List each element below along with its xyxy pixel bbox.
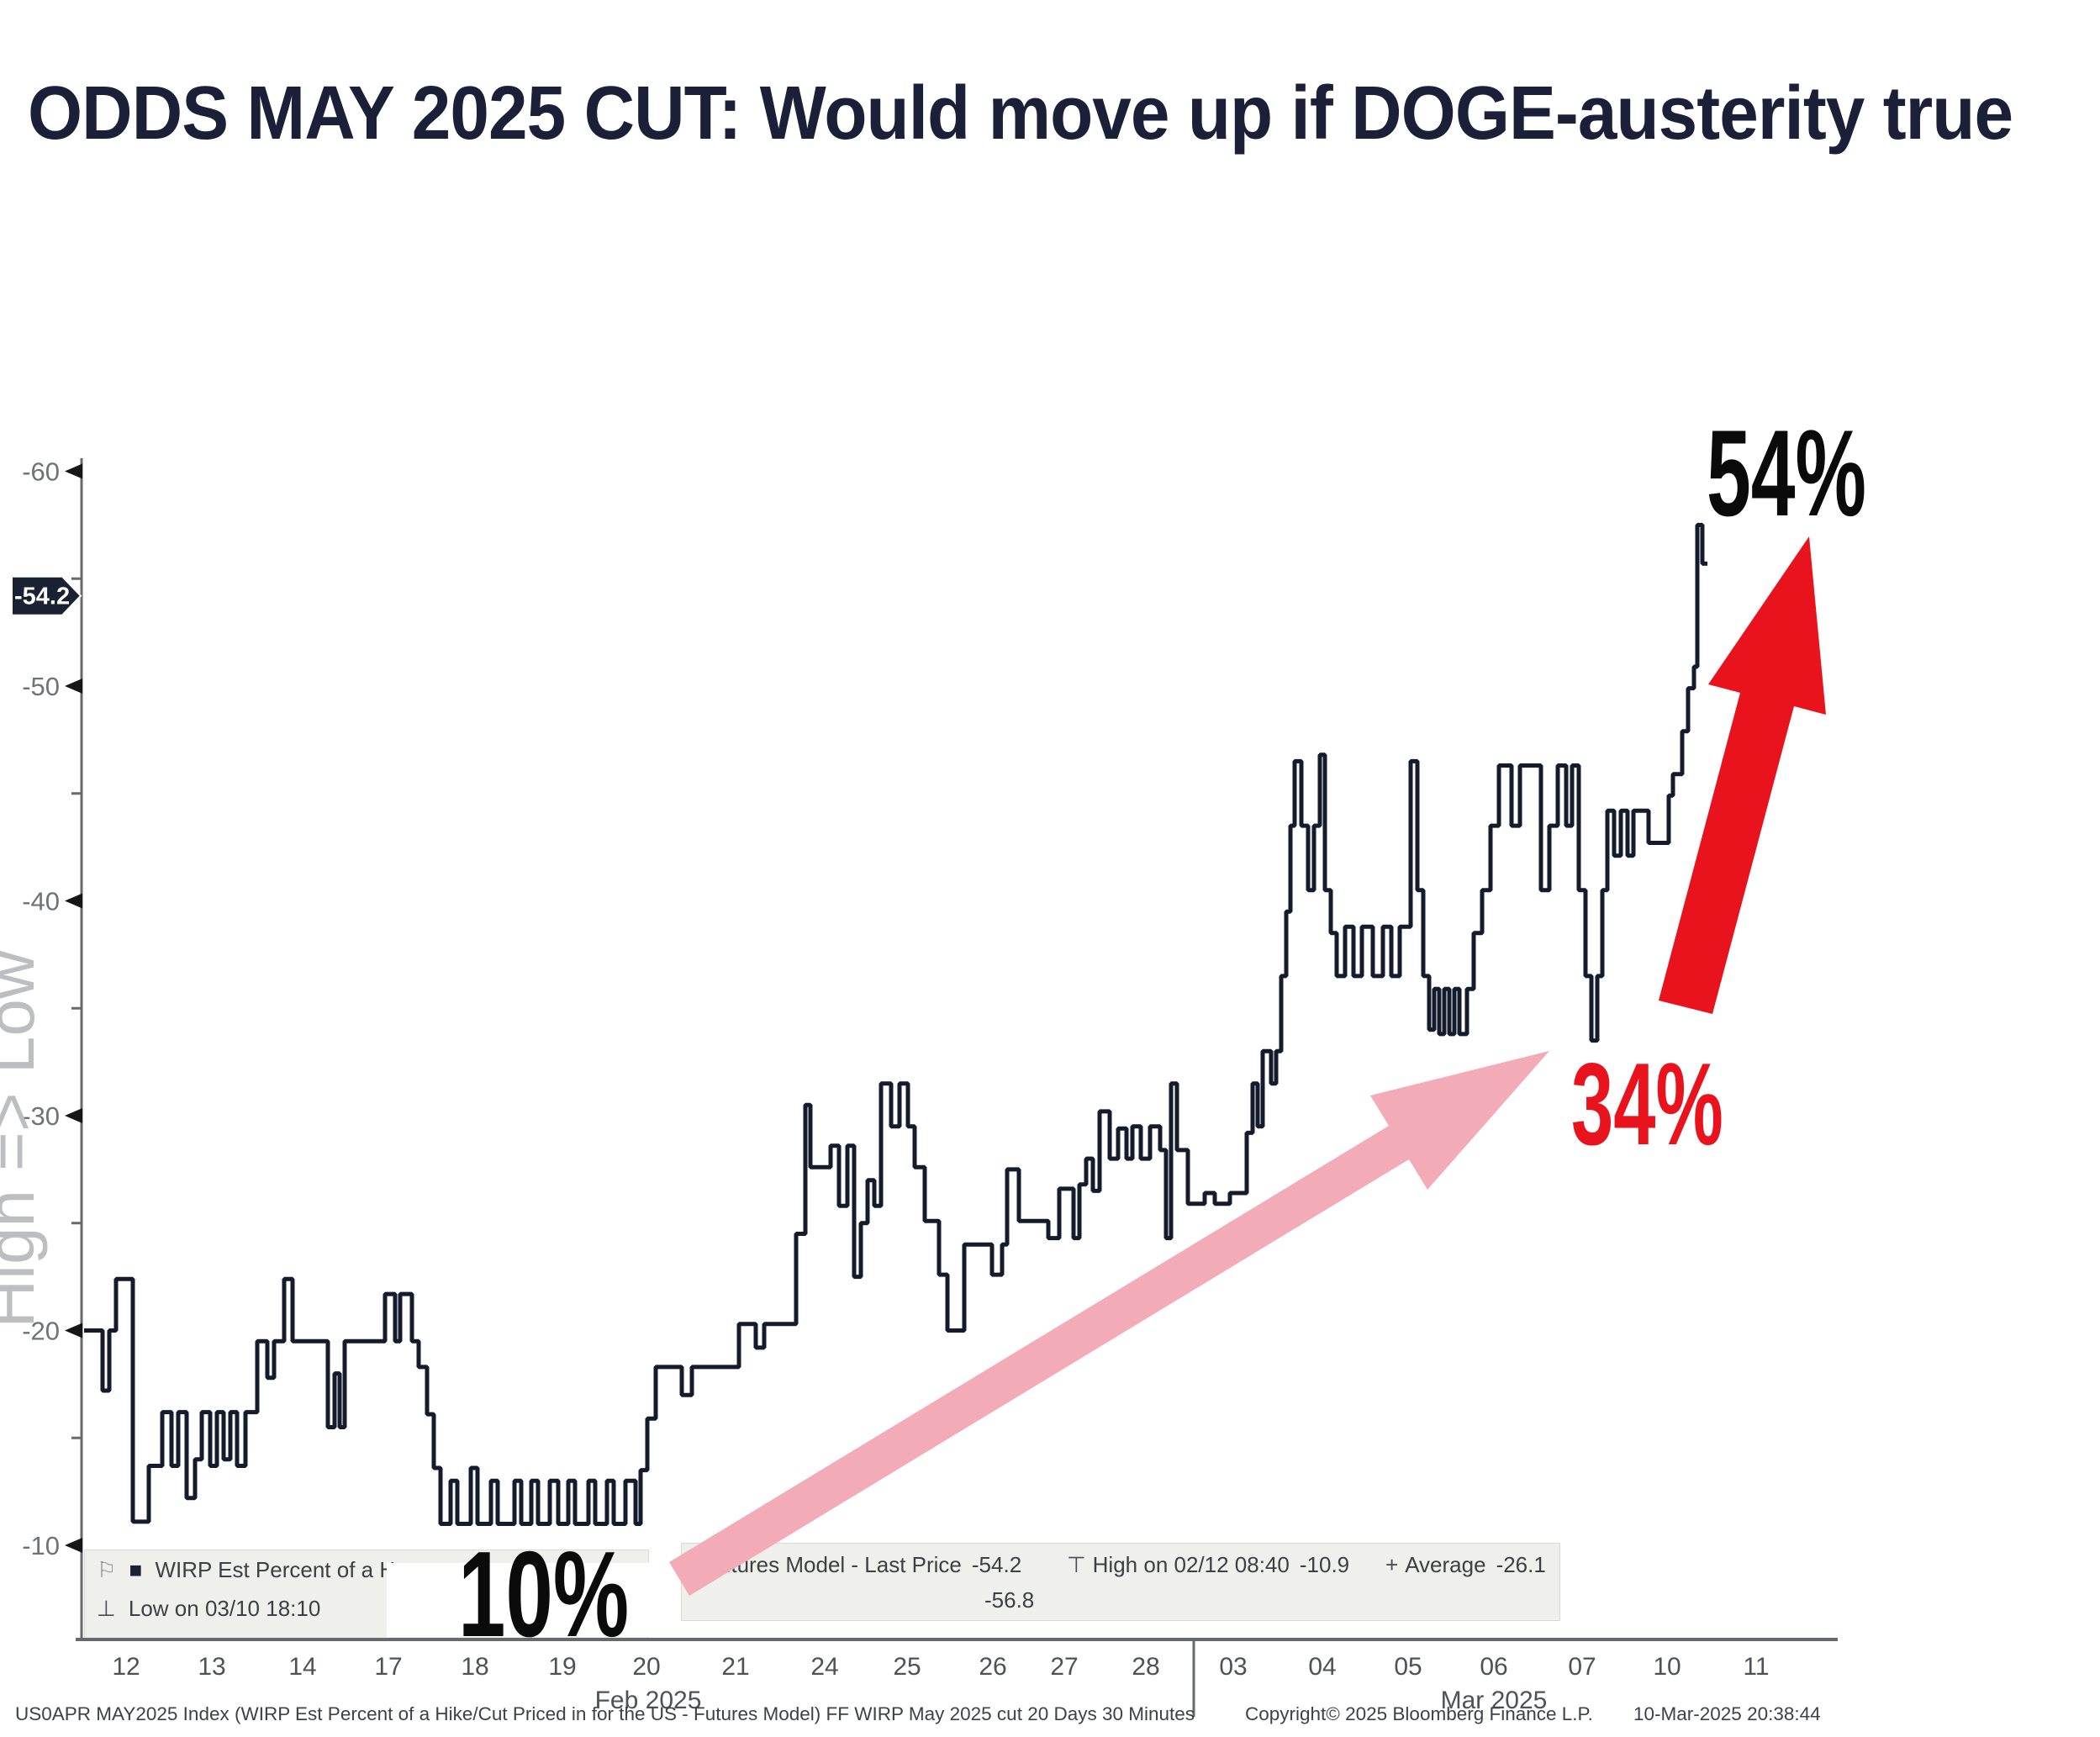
y-tick-arrow bbox=[65, 463, 82, 479]
footer-copyright: Copyright© 2025 Bloomberg Finance L.P. bbox=[1245, 1703, 1593, 1724]
x-tick-label: 10 bbox=[1653, 1653, 1681, 1681]
price-line bbox=[84, 522, 1707, 1526]
last-price-value-2: -56.8 bbox=[984, 1587, 1035, 1613]
x-tick-label: 13 bbox=[198, 1653, 225, 1681]
low-label: Low on 03/10 18:10 bbox=[128, 1596, 321, 1621]
footer-ticker-description: US0APR MAY2025 Index (WIRP Est Percent o… bbox=[15, 1703, 1195, 1724]
y-tick-label: -60 bbox=[22, 457, 60, 487]
x-tick-label: 27 bbox=[1050, 1653, 1078, 1681]
x-tick-label: 26 bbox=[979, 1653, 1006, 1681]
series-swatch-icon: ■ bbox=[129, 1557, 143, 1582]
red-arrow bbox=[1659, 536, 1826, 1014]
x-tick-label: 28 bbox=[1132, 1653, 1159, 1681]
annotation-10pct: 10% bbox=[458, 1526, 630, 1662]
y-tick-arrow bbox=[65, 1108, 82, 1123]
y-axis-title: High => Low bbox=[0, 950, 48, 1328]
y-tick-arrow bbox=[65, 1538, 82, 1553]
average-label: Average bbox=[1405, 1552, 1486, 1577]
y-tick-label: -30 bbox=[22, 1101, 60, 1131]
x-tick-label: 12 bbox=[112, 1653, 140, 1681]
last-price-tag bbox=[11, 575, 82, 616]
x-tick-label: 25 bbox=[893, 1653, 921, 1681]
x-tick-label: 17 bbox=[374, 1653, 402, 1681]
high-label: High on 02/12 08:40 bbox=[1092, 1552, 1290, 1577]
y-tick-label: -10 bbox=[22, 1531, 60, 1560]
x-tick-label: 04 bbox=[1308, 1653, 1336, 1681]
series-name: WIRP Est Percent of a H bbox=[155, 1557, 396, 1582]
y-tick-label: -40 bbox=[22, 887, 60, 916]
x-tick-label: 20 bbox=[632, 1653, 660, 1681]
last-price-stat: Futures Model - Last Price -54.2 bbox=[705, 1552, 1021, 1578]
high-marker-icon: ⊤ bbox=[1067, 1552, 1086, 1577]
x-tick-label: 05 bbox=[1394, 1653, 1422, 1681]
annotation-54pct: 54% bbox=[1707, 404, 1866, 541]
x-tick-label: 07 bbox=[1568, 1653, 1596, 1681]
last-price-value: -54.2 bbox=[971, 1552, 1022, 1577]
annotation-34pct: 34% bbox=[1571, 1039, 1723, 1169]
page-title: ODDS MAY 2025 CUT: Would move up if DOGE… bbox=[28, 71, 2013, 156]
average-value: -26.1 bbox=[1496, 1552, 1546, 1577]
stats-legend: Futures Model - Last Price -54.2 -56.8 ⊤ H… bbox=[681, 1543, 1560, 1621]
last-price-tag-label: -54.2 bbox=[14, 583, 70, 610]
high-stat: ⊤ High on 02/12 08:40 -10.9 bbox=[1067, 1552, 1349, 1578]
pin-icon: ⚐ bbox=[97, 1557, 117, 1582]
average-stat: + Average -26.1 bbox=[1385, 1552, 1546, 1578]
y-tick-arrow bbox=[65, 1323, 82, 1338]
y-tick-label: -50 bbox=[22, 672, 60, 701]
y-tick-arrow bbox=[65, 678, 82, 694]
footer-timestamp: 10-Mar-2025 20:38:44 bbox=[1633, 1703, 1821, 1724]
high-value: -10.9 bbox=[1299, 1552, 1350, 1577]
average-marker-icon: + bbox=[1385, 1552, 1399, 1577]
model-label: Futures Model - Last Price bbox=[705, 1552, 962, 1577]
annotation-backdrop bbox=[387, 1563, 649, 1637]
y-tick-arrow bbox=[65, 893, 82, 909]
low-marker-icon: ⊥ bbox=[97, 1596, 116, 1621]
x-tick-label: 21 bbox=[721, 1653, 749, 1681]
x-tick-label: 03 bbox=[1219, 1653, 1247, 1681]
x-tick-label: 14 bbox=[288, 1653, 316, 1681]
x-tick-label: 11 bbox=[1743, 1653, 1769, 1681]
x-tick-label: 24 bbox=[810, 1653, 838, 1681]
x-tick-label: 06 bbox=[1480, 1653, 1507, 1681]
y-tick-label: -20 bbox=[22, 1317, 60, 1346]
pink-arrow bbox=[669, 1051, 1549, 1596]
